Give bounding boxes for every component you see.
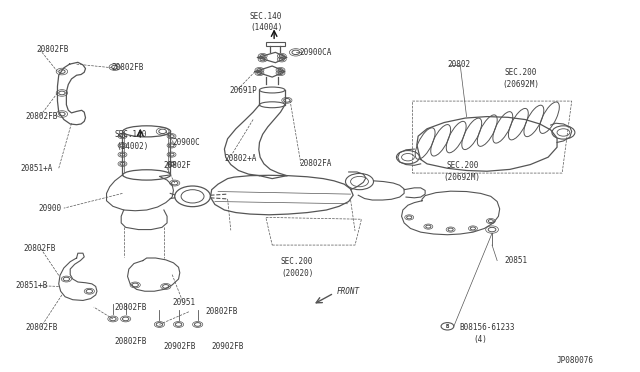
Text: (20692M): (20692M) xyxy=(502,80,540,89)
Text: (4): (4) xyxy=(473,335,487,344)
Text: 20851+B: 20851+B xyxy=(15,281,48,290)
Text: 20902FB: 20902FB xyxy=(164,342,196,351)
Text: (14004): (14004) xyxy=(250,23,282,32)
Text: 20802FB: 20802FB xyxy=(115,337,147,346)
Text: B08156-61233: B08156-61233 xyxy=(459,323,515,331)
Text: 20802FA: 20802FA xyxy=(300,159,332,169)
Text: 20900C: 20900C xyxy=(172,138,200,147)
Text: 20851+A: 20851+A xyxy=(20,164,53,173)
Text: 20802FB: 20802FB xyxy=(26,323,58,331)
Text: SEC.200: SEC.200 xyxy=(280,257,313,266)
Text: SEC.200: SEC.200 xyxy=(446,161,479,170)
Text: 20802FB: 20802FB xyxy=(26,112,58,121)
Text: 20802FB: 20802FB xyxy=(36,45,69,54)
Text: SEC.200: SEC.200 xyxy=(505,68,537,77)
Text: JP080076: JP080076 xyxy=(557,356,594,365)
Text: 20802+A: 20802+A xyxy=(225,154,257,163)
Text: 20802F: 20802F xyxy=(164,161,191,170)
Text: (20692M): (20692M) xyxy=(444,173,481,182)
Text: 20802: 20802 xyxy=(447,60,470,70)
Text: 20802FB: 20802FB xyxy=(111,63,143,72)
Text: 20802FB: 20802FB xyxy=(115,302,147,312)
Text: 20802FB: 20802FB xyxy=(24,244,56,253)
Text: (14002): (14002) xyxy=(116,142,148,151)
Text: 20902FB: 20902FB xyxy=(212,342,244,351)
Text: 20691P: 20691P xyxy=(230,86,257,94)
Text: 20951: 20951 xyxy=(172,298,195,307)
Text: B: B xyxy=(446,324,449,329)
Text: 20900: 20900 xyxy=(38,203,61,213)
Text: SEC.140: SEC.140 xyxy=(115,130,147,139)
Text: 20900CA: 20900CA xyxy=(300,48,332,57)
Text: FRONT: FRONT xyxy=(337,287,360,296)
Text: 20851: 20851 xyxy=(505,256,528,265)
Bar xyxy=(266,42,285,46)
Text: SEC.140: SEC.140 xyxy=(250,12,282,21)
Text: 20802FB: 20802FB xyxy=(205,307,237,316)
Text: (20020): (20020) xyxy=(282,269,314,278)
